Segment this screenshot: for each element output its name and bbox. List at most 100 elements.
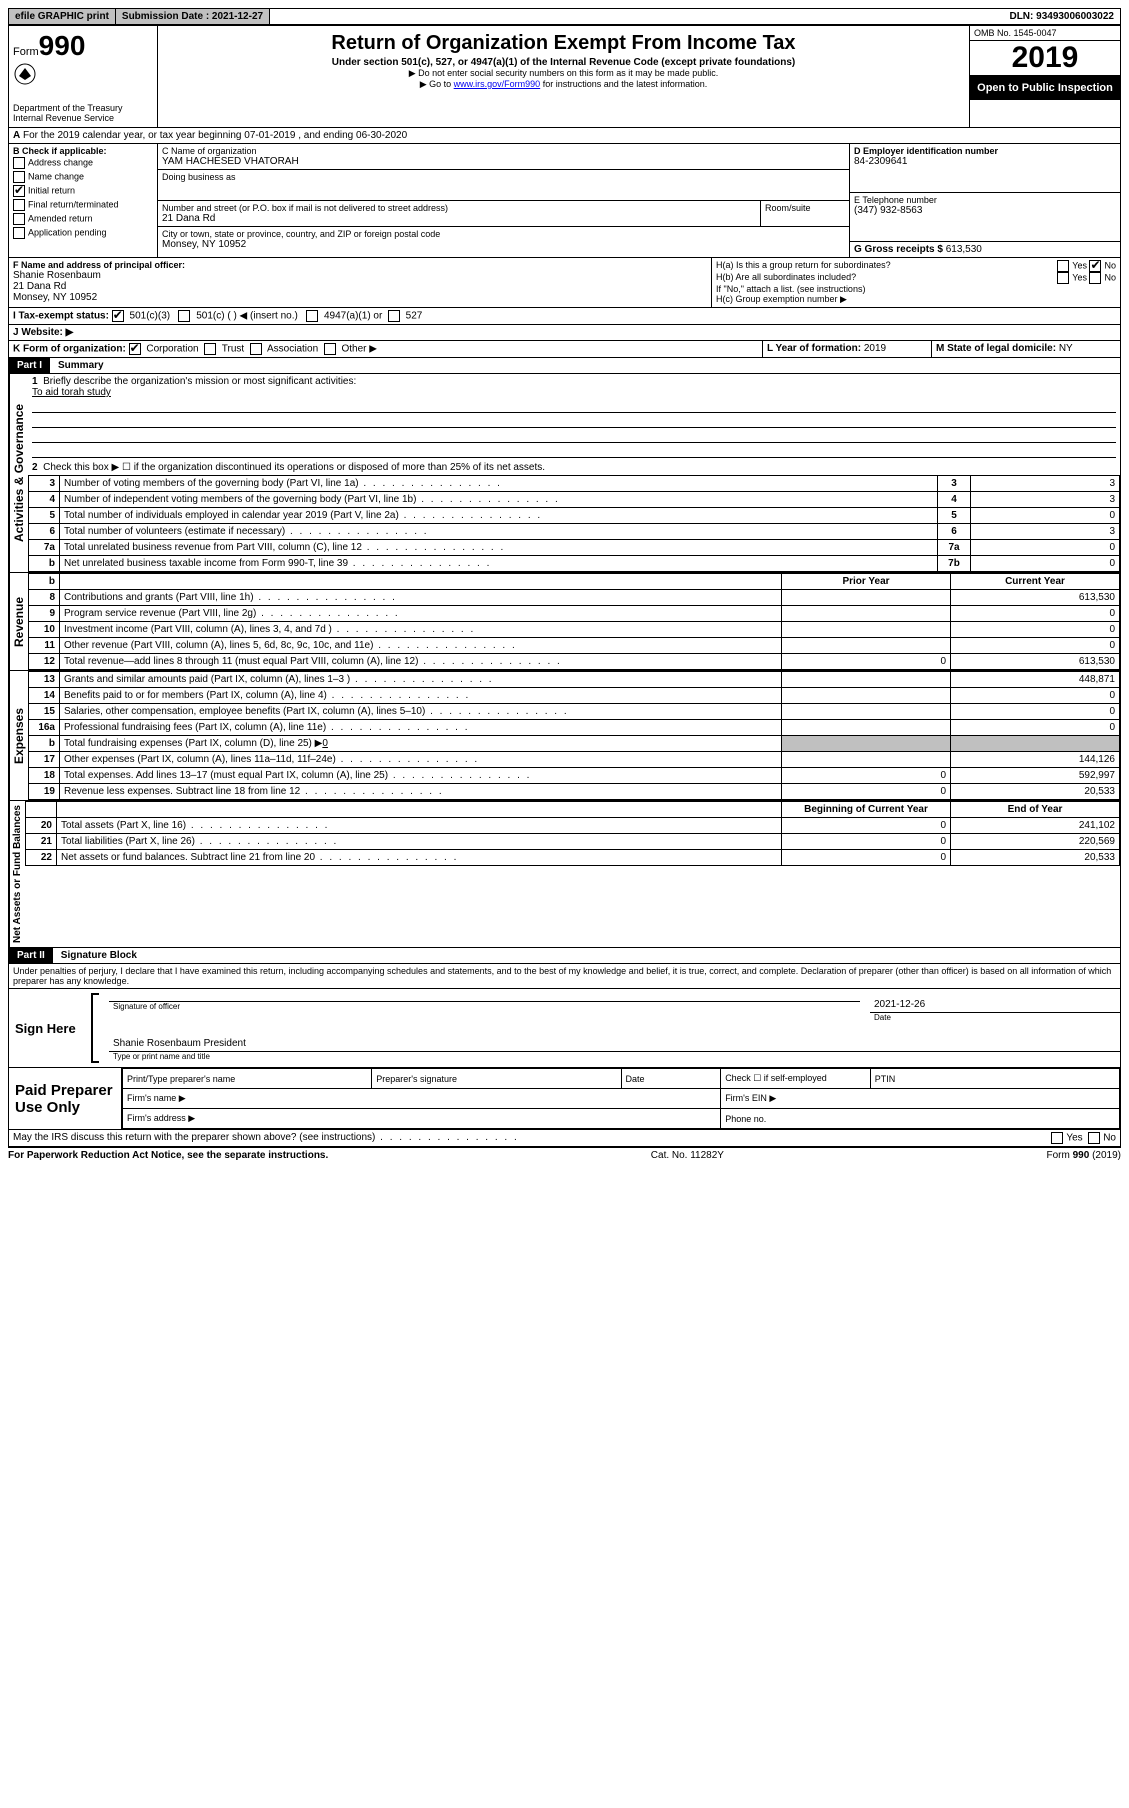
prior-value	[782, 752, 951, 768]
line-desc: Total number of volunteers (estimate if …	[60, 524, 938, 540]
check-association[interactable]	[250, 343, 262, 355]
goto-prefix: ▶ Go to	[420, 79, 454, 89]
prior-value	[782, 606, 951, 622]
line-number: 22	[26, 850, 57, 866]
page-footer: For Paperwork Reduction Act Notice, see …	[8, 1147, 1121, 1161]
self-employed-check[interactable]: Check ☐ if self-employed	[721, 1069, 871, 1089]
prior-value	[782, 622, 951, 638]
sign-here-label: Sign Here	[9, 989, 91, 1067]
line-desc: Total expenses. Add lines 13–17 (must eq…	[60, 768, 782, 784]
check-amended-return[interactable]: Amended return	[13, 212, 153, 226]
no-label: No	[1104, 272, 1116, 282]
sign-date-line: 2021-12-26	[870, 989, 1120, 1013]
website-row: J Website: ▶	[8, 325, 1121, 341]
phone-label: E Telephone number	[854, 195, 1116, 205]
submission-date-btn[interactable]: Submission Date : 2021-12-27	[116, 9, 270, 24]
governance-section: Activities & Governance 1 Briefly descri…	[8, 374, 1121, 573]
check-initial-return[interactable]: Initial return	[13, 184, 153, 198]
ha-yes[interactable]	[1057, 260, 1069, 272]
gross-receipts-value: 613,530	[946, 244, 982, 255]
discuss-yes[interactable]	[1051, 1132, 1063, 1144]
dba-label: Doing business as	[162, 172, 845, 182]
check-501c[interactable]	[178, 310, 190, 322]
check-name-change[interactable]: Name change	[13, 170, 153, 184]
current-value: 20,533	[951, 784, 1120, 800]
q1-mission: Briefly describe the organization's miss…	[43, 376, 356, 387]
street-label: Number and street (or P.O. box if mail i…	[162, 203, 756, 213]
check-4947a1[interactable]	[306, 310, 318, 322]
begin-value: 0	[782, 834, 951, 850]
netassets-section: Net Assets or Fund Balances Beginning of…	[8, 801, 1121, 948]
check-application-pending[interactable]: Application pending	[13, 226, 153, 240]
efile-graphic-btn[interactable]: efile GRAPHIC print	[9, 9, 116, 24]
hb-no[interactable]	[1089, 272, 1101, 284]
formation-year: 2019	[864, 343, 886, 354]
vlabel-revenue: Revenue	[9, 573, 28, 670]
line-number: 7a	[29, 540, 60, 556]
check-corporation[interactable]	[129, 343, 141, 355]
paid-preparer-label: Paid Preparer Use Only	[9, 1068, 122, 1129]
current-value: 0	[951, 638, 1120, 654]
catalog-number: Cat. No. 11282Y	[651, 1150, 724, 1161]
part2-num: Part II	[9, 948, 53, 963]
f-label: F Name and address of principal officer:	[13, 260, 707, 270]
line-desc: Revenue less expenses. Subtract line 18 …	[60, 784, 782, 800]
prior-value	[782, 590, 951, 606]
yes-label: Yes	[1072, 272, 1087, 282]
ssn-warning: ▶ Do not enter social security numbers o…	[164, 68, 963, 79]
line-number: 17	[29, 752, 60, 768]
current-value: 144,126	[951, 752, 1120, 768]
current-value: 0	[951, 622, 1120, 638]
dln-label: DLN: 93493006003022	[1003, 9, 1120, 24]
preparer-date-hdr: Date	[621, 1069, 721, 1089]
line-desc: Contributions and grants (Part VIII, lin…	[60, 590, 782, 606]
501c-label: 501(c) ( ) ◀ (insert no.)	[196, 311, 298, 322]
discuss-row: May the IRS discuss this return with the…	[8, 1130, 1121, 1147]
check-trust[interactable]	[204, 343, 216, 355]
street-value: 21 Dana Rd	[162, 213, 756, 224]
line-desc: Total assets (Part X, line 16)	[57, 818, 782, 834]
officer-name: Shanie Rosenbaum	[13, 270, 707, 281]
officer-signature-line[interactable]	[109, 989, 860, 1002]
paid-preparer-block: Paid Preparer Use Only Print/Type prepar…	[8, 1068, 1121, 1130]
line-number: 6	[29, 524, 60, 540]
city-value: Monsey, NY 10952	[162, 239, 845, 250]
prior-value: 0	[782, 768, 951, 784]
hdr-b: b	[29, 574, 60, 590]
line-desc: Investment income (Part VIII, column (A)…	[60, 622, 782, 638]
room-suite-label: Room/suite	[761, 201, 849, 226]
line-ref: 7b	[938, 556, 971, 572]
entity-block: B Check if applicable: Address change Na…	[8, 144, 1121, 258]
line-number: 5	[29, 508, 60, 524]
date-caption: Date	[860, 1013, 1120, 1028]
4947a1-label: 4947(a)(1) or	[324, 311, 382, 322]
other-label: Other ▶	[341, 344, 376, 355]
check-527[interactable]	[388, 310, 400, 322]
irs-eagle-icon	[13, 62, 37, 86]
line-number: 8	[29, 590, 60, 606]
form990-link[interactable]: www.irs.gov/Form990	[454, 79, 541, 89]
line-number: 16a	[29, 720, 60, 736]
section-b-label: B Check if applicable:	[13, 146, 153, 156]
line-number: 20	[26, 818, 57, 834]
q2-discontinued: Check this box ▶ ☐ if the organization d…	[43, 462, 545, 473]
hb-note: If "No," attach a list. (see instruction…	[716, 284, 1116, 294]
discuss-no[interactable]	[1088, 1132, 1100, 1144]
line-number: 14	[29, 688, 60, 704]
line-ref: 6	[938, 524, 971, 540]
irs-label: Internal Revenue Service	[13, 113, 153, 123]
check-501c3[interactable]	[112, 310, 124, 322]
hb-yes[interactable]	[1057, 272, 1069, 284]
ha-no[interactable]	[1089, 260, 1101, 272]
grey-cell	[782, 736, 951, 752]
form-subtitle: Under section 501(c), 527, or 4947(a)(1)…	[164, 57, 963, 68]
check-other[interactable]	[324, 343, 336, 355]
typed-name-caption: Type or print name and title	[99, 1052, 1120, 1067]
check-address-change[interactable]: Address change	[13, 156, 153, 170]
line-ref: 7a	[938, 540, 971, 556]
check-final-return[interactable]: Final return/terminated	[13, 198, 153, 212]
line-desc: Other revenue (Part VIII, column (A), li…	[60, 638, 782, 654]
begin-year-hdr: Beginning of Current Year	[782, 802, 951, 818]
current-value: 0	[951, 606, 1120, 622]
pra-notice: For Paperwork Reduction Act Notice, see …	[8, 1150, 328, 1161]
